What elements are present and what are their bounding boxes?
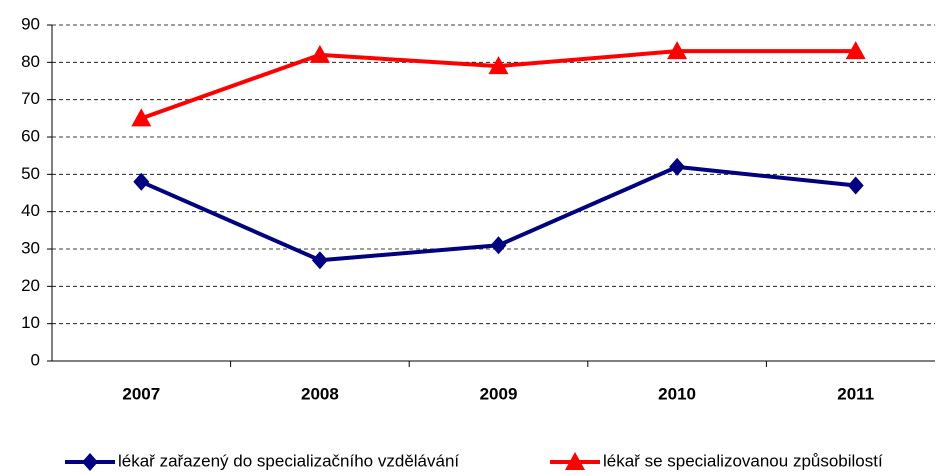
y-tick-label: 90 bbox=[21, 14, 40, 33]
marker bbox=[847, 176, 864, 195]
marker bbox=[565, 452, 585, 470]
marker bbox=[488, 56, 509, 75]
marker bbox=[133, 172, 150, 191]
x-tick-label: 2007 bbox=[122, 384, 160, 403]
marker bbox=[845, 41, 866, 60]
x-tick-label: 2009 bbox=[480, 384, 518, 403]
y-tick-label: 20 bbox=[21, 276, 40, 295]
y-tick-label: 0 bbox=[31, 350, 40, 369]
x-tick-label: 2008 bbox=[301, 384, 339, 403]
x-tick-label: 2011 bbox=[837, 384, 874, 403]
y-tick-label: 70 bbox=[21, 89, 40, 108]
marker bbox=[131, 108, 152, 127]
legend-label: lékař zařazený do specializačního vzdělá… bbox=[118, 451, 459, 470]
y-tick-label: 30 bbox=[21, 238, 40, 257]
marker bbox=[309, 44, 330, 63]
x-tick-label: 2010 bbox=[658, 384, 696, 403]
y-tick-label: 80 bbox=[21, 52, 40, 71]
legend-label: lékař se specializovanou způsobilostí bbox=[603, 451, 883, 470]
marker bbox=[669, 157, 686, 176]
marker bbox=[490, 236, 507, 255]
y-tick-label: 40 bbox=[21, 201, 40, 220]
marker bbox=[82, 453, 98, 471]
marker bbox=[667, 41, 688, 60]
y-tick-label: 50 bbox=[21, 164, 40, 183]
y-tick-label: 60 bbox=[21, 126, 40, 145]
y-tick-label: 10 bbox=[21, 313, 40, 332]
marker bbox=[311, 251, 328, 270]
